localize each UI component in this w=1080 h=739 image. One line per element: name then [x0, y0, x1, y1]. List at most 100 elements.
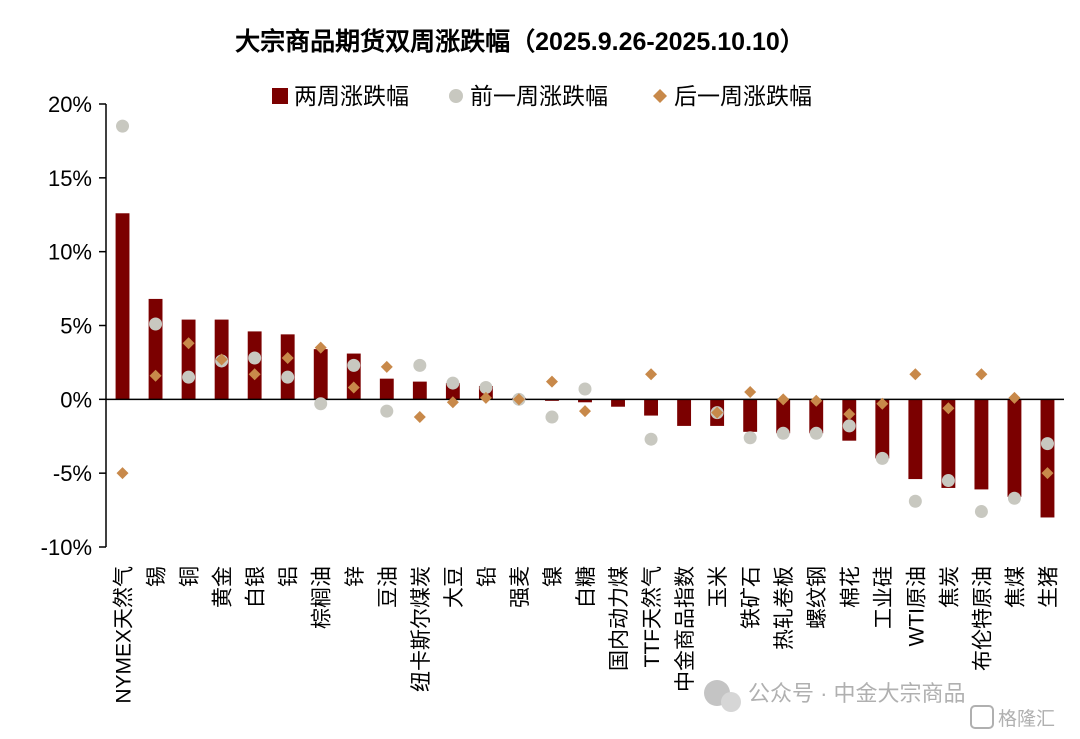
- x-category-label: 工业硅: [872, 566, 895, 629]
- x-category-label: 铅: [476, 566, 499, 587]
- wechat-icon-secondary: [721, 692, 741, 712]
- x-category-label: 铜: [179, 566, 202, 587]
- point-next-week: [248, 368, 261, 381]
- bar-two-week: [809, 399, 824, 434]
- watermark-logo-text: 格隆汇: [998, 708, 1055, 730]
- plot-area: [106, 119, 1064, 519]
- point-prev-week: [347, 358, 361, 372]
- point-next-week: [149, 369, 162, 382]
- x-category-label: 白糖: [575, 566, 598, 608]
- chart-title: 大宗商品期货双周涨跌幅（2025.9.26-2025.10.10）: [235, 27, 805, 56]
- point-next-week: [876, 397, 889, 410]
- watermark-text: 公众号 · 中金大宗商品: [748, 681, 966, 706]
- legend-label: 前一周涨跌幅: [470, 83, 608, 109]
- point-next-week: [281, 351, 294, 364]
- x-category-label: 大豆: [443, 566, 466, 608]
- point-prev-week: [149, 317, 163, 331]
- point-prev-week: [776, 426, 790, 440]
- bar-two-week: [379, 378, 394, 400]
- point-prev-week: [941, 474, 955, 488]
- point-prev-week: [1007, 491, 1021, 505]
- y-tick-label: 10%: [48, 240, 92, 265]
- x-category-label: 棉花: [839, 566, 862, 608]
- point-next-week: [744, 385, 757, 398]
- point-next-week: [645, 368, 658, 381]
- point-next-week: [479, 391, 492, 404]
- point-next-week: [314, 341, 327, 354]
- point-next-week: [843, 408, 856, 421]
- y-tick-label: 15%: [48, 166, 92, 191]
- x-category-label: 纽卡斯尔煤炭: [410, 566, 433, 692]
- point-next-week: [711, 406, 724, 419]
- point-next-week: [1008, 391, 1021, 404]
- bar-two-week: [280, 334, 295, 400]
- y-tick-label: -10%: [41, 535, 92, 560]
- y-tick-label: 20%: [48, 92, 92, 117]
- bar-two-week: [974, 399, 989, 490]
- x-category-label: NYMEX天然气: [113, 566, 136, 704]
- point-prev-week: [809, 426, 823, 440]
- point-prev-week: [116, 119, 130, 133]
- x-category-label: 黄金: [212, 566, 235, 608]
- point-prev-week: [743, 431, 757, 445]
- point-next-week: [579, 405, 591, 418]
- x-category-label: 豆油: [377, 566, 400, 608]
- bar-two-week: [611, 399, 625, 407]
- point-prev-week: [446, 376, 460, 390]
- point-next-week: [942, 402, 955, 415]
- point-prev-week: [1040, 437, 1054, 451]
- bar-two-week: [1040, 399, 1055, 518]
- x-category-label: 玉米: [707, 566, 730, 608]
- point-next-week: [446, 396, 459, 409]
- bar-two-week: [776, 399, 791, 434]
- x-category-label: 锡: [146, 566, 169, 587]
- point-next-week: [1041, 467, 1054, 480]
- point-next-week: [512, 393, 525, 406]
- point-prev-week: [314, 397, 328, 411]
- point-next-week: [909, 368, 922, 381]
- x-category-label: TTF天然气: [641, 566, 664, 667]
- point-prev-week: [380, 404, 394, 418]
- bar-two-week: [941, 399, 956, 488]
- bar-two-week: [578, 399, 592, 403]
- point-next-week: [810, 394, 823, 407]
- x-category-label: 螺纹钢: [806, 566, 829, 629]
- x-category-label: 棕榈油: [311, 566, 334, 629]
- point-prev-week: [182, 370, 196, 384]
- x-category-label: 国内动力煤: [608, 566, 631, 671]
- x-category-label: 镍: [542, 566, 565, 587]
- point-next-week: [116, 467, 129, 480]
- point-next-week: [975, 368, 988, 381]
- x-category-label: 强麦: [509, 566, 532, 608]
- point-next-week: [380, 360, 393, 373]
- bar-two-week: [247, 331, 262, 400]
- bar-two-week: [115, 213, 130, 400]
- point-next-week: [182, 337, 195, 350]
- point-prev-week: [842, 419, 856, 433]
- point-next-week: [413, 411, 426, 424]
- point-prev-week: [248, 351, 262, 365]
- bar-two-week: [677, 399, 692, 426]
- bar-two-week: [148, 298, 163, 400]
- point-prev-week: [479, 381, 493, 395]
- point-prev-week: [578, 382, 592, 396]
- point-next-week: [215, 353, 228, 366]
- bar-two-week: [908, 399, 923, 480]
- y-tick-label: -5%: [53, 461, 92, 486]
- legend-label: 两周涨跌幅: [294, 83, 409, 109]
- bar-two-week: [181, 319, 196, 400]
- point-prev-week: [281, 370, 295, 384]
- bar-two-week: [743, 399, 758, 432]
- x-category-label: 铝: [278, 566, 301, 587]
- legend-swatch-diamond: [653, 89, 667, 103]
- x-category-label: 布伦特原油: [971, 566, 994, 671]
- bar-two-week: [412, 381, 427, 400]
- point-next-week: [347, 381, 360, 394]
- bar-two-week: [644, 399, 659, 416]
- x-category-label: 焦炭: [938, 566, 961, 608]
- x-category-label: WTI原油: [905, 566, 928, 646]
- x-category-label: 焦煤: [1004, 566, 1027, 608]
- point-prev-week: [974, 505, 988, 519]
- x-category-label: 热轧卷板: [773, 566, 796, 650]
